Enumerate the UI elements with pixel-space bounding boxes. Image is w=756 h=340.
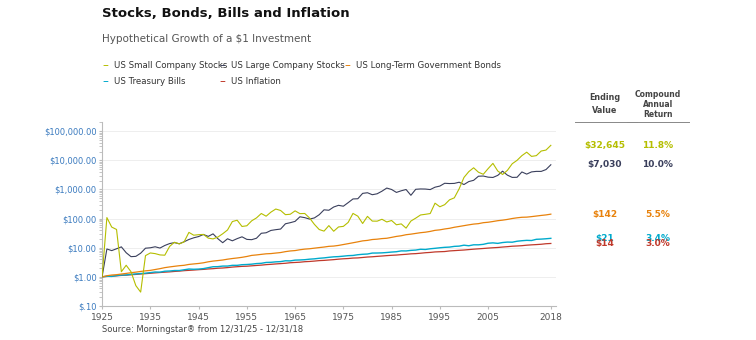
Text: 11.8%: 11.8% [642,141,674,150]
Text: $14: $14 [596,239,614,248]
Text: 5.5%: 5.5% [646,210,670,219]
Text: Return: Return [643,110,673,119]
Text: Ending: Ending [589,93,621,102]
Text: 10.0%: 10.0% [643,160,673,169]
Text: 3.0%: 3.0% [646,239,670,248]
Text: 3.4%: 3.4% [645,234,671,243]
Text: –: – [344,59,350,72]
Text: US Long-Term Government Bonds: US Long-Term Government Bonds [356,61,501,70]
Text: Hypothetical Growth of a $1 Investment: Hypothetical Growth of a $1 Investment [102,34,311,44]
Text: –: – [219,59,225,72]
Text: Source: Morningstar® from 12/31/25 - 12/31/18: Source: Morningstar® from 12/31/25 - 12/… [102,325,303,334]
Text: $7,030: $7,030 [587,160,622,169]
Text: Annual: Annual [643,100,673,109]
Text: US Treasury Bills: US Treasury Bills [114,77,186,86]
Text: –: – [102,75,108,88]
Text: Value: Value [592,106,618,115]
Text: $142: $142 [592,210,618,219]
Text: –: – [219,75,225,88]
Text: $21: $21 [596,234,614,243]
Text: $32,645: $32,645 [584,141,625,150]
Text: –: – [102,59,108,72]
Text: Compound: Compound [634,90,681,99]
Text: US Inflation: US Inflation [231,77,281,86]
Text: US Large Company Stocks: US Large Company Stocks [231,61,345,70]
Text: Stocks, Bonds, Bills and Inflation: Stocks, Bonds, Bills and Inflation [102,7,350,20]
Text: US Small Company Stocks: US Small Company Stocks [114,61,228,70]
